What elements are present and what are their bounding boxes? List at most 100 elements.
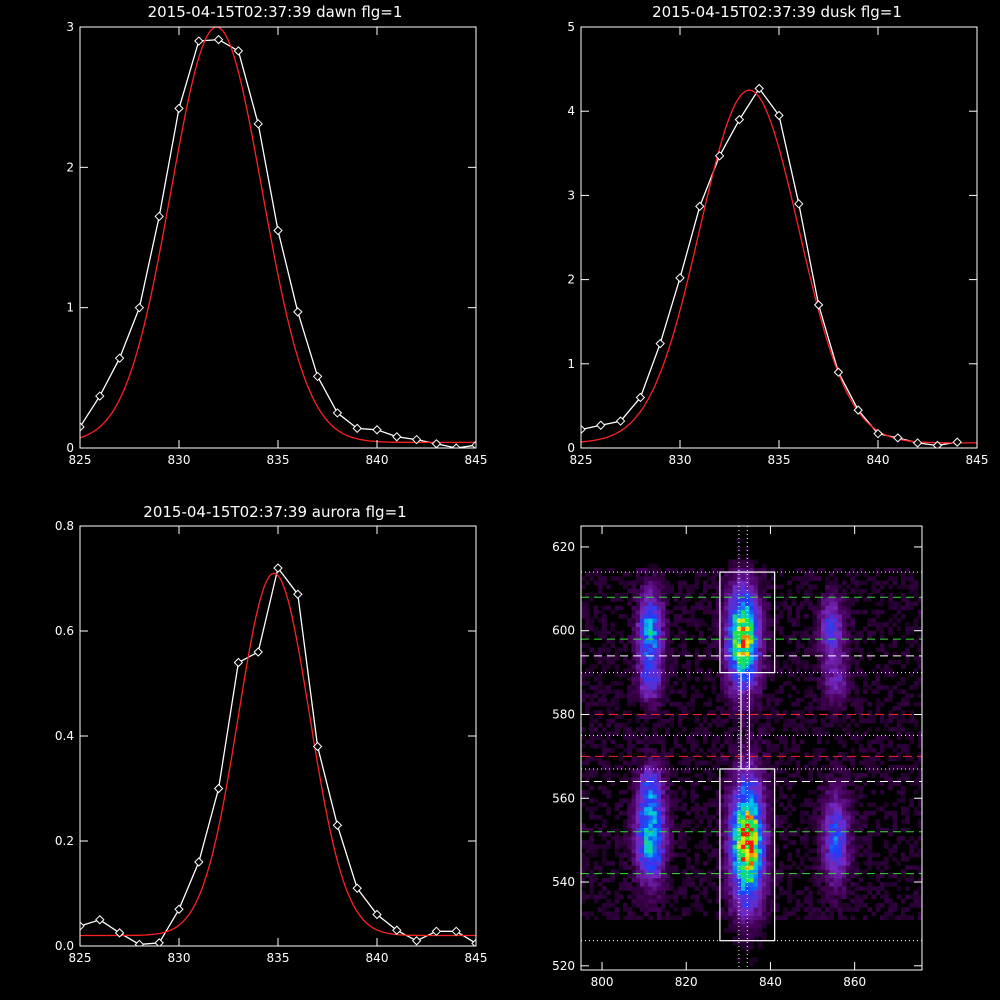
detector-pixel bbox=[753, 898, 759, 904]
detector-pixel bbox=[795, 865, 801, 870]
detector-pixel bbox=[745, 894, 750, 900]
detector-pixel bbox=[892, 781, 898, 787]
detector-pixel bbox=[669, 886, 674, 891]
detector-pixel bbox=[833, 701, 839, 707]
detector-pixel bbox=[846, 768, 851, 774]
detector-pixel bbox=[648, 609, 653, 615]
detector-pixel bbox=[656, 877, 662, 883]
detector-pixel bbox=[585, 572, 590, 577]
detector-pixel bbox=[732, 689, 738, 694]
detector-pixel bbox=[715, 718, 721, 724]
detector-pixel bbox=[635, 903, 641, 908]
detector-pixel bbox=[816, 622, 822, 627]
detector-pixel bbox=[816, 651, 822, 657]
detector-pixel bbox=[644, 764, 649, 770]
detector-pixel bbox=[842, 810, 847, 816]
detector-pixel bbox=[816, 869, 822, 875]
detector-pixel bbox=[871, 681, 877, 686]
detector-pixel bbox=[694, 773, 700, 778]
detector-pixel bbox=[766, 647, 771, 653]
detector-pixel bbox=[639, 626, 645, 632]
detector-pixel bbox=[884, 894, 889, 900]
detector-pixel bbox=[719, 815, 725, 820]
detector-pixel bbox=[783, 634, 788, 640]
detector-pixel bbox=[715, 806, 721, 812]
detector-pixel bbox=[762, 567, 767, 573]
detector-pixel bbox=[719, 806, 725, 812]
detector-pixel bbox=[618, 580, 624, 586]
detector-pixel bbox=[762, 668, 767, 673]
detector-pixel bbox=[762, 856, 767, 862]
detector-pixel bbox=[787, 722, 792, 728]
detector-pixel bbox=[614, 701, 620, 707]
detector-pixel bbox=[846, 873, 851, 879]
detector-pixel bbox=[905, 907, 910, 912]
detector-pixel bbox=[644, 865, 649, 870]
detector-pixel bbox=[757, 764, 763, 770]
detector-pixel bbox=[711, 580, 717, 586]
detector-pixel bbox=[614, 831, 620, 837]
detector-pixel bbox=[610, 609, 616, 615]
detector-pixel bbox=[913, 903, 919, 908]
detector-pixel bbox=[631, 873, 637, 879]
detector-pixel bbox=[631, 861, 637, 866]
detector-pixel bbox=[585, 773, 590, 778]
detector-pixel bbox=[732, 923, 738, 929]
detector-pixel bbox=[597, 743, 603, 749]
detector-pixel bbox=[661, 823, 666, 828]
detector-pixel bbox=[808, 693, 813, 699]
detector-pixel bbox=[669, 773, 674, 778]
detector-pixel bbox=[745, 597, 750, 602]
detector-pixel bbox=[821, 802, 826, 808]
detector-pixel bbox=[837, 593, 843, 598]
detector-pixel bbox=[821, 597, 826, 602]
detector-pixel bbox=[741, 676, 746, 682]
detector-pixel bbox=[791, 622, 797, 627]
detector-pixel bbox=[736, 781, 742, 787]
detector-pixel bbox=[644, 584, 649, 590]
detector-pixel bbox=[635, 756, 641, 761]
detector-pixel bbox=[724, 789, 729, 795]
dusk-data-point bbox=[734, 114, 745, 125]
detector-pixel bbox=[631, 664, 637, 669]
detector-pixel bbox=[593, 894, 599, 900]
detector-pixel bbox=[585, 580, 590, 586]
detector-pixel bbox=[669, 651, 674, 657]
detector-pixel bbox=[682, 689, 687, 694]
detector-pixel bbox=[833, 756, 839, 761]
detector-pixel bbox=[846, 848, 851, 854]
detector-pixel bbox=[656, 794, 662, 799]
detector-pixel bbox=[736, 555, 742, 560]
detector-pixel bbox=[854, 794, 860, 799]
detector-pixel bbox=[736, 739, 742, 745]
detector-pixel bbox=[741, 572, 746, 577]
detector-pixel bbox=[825, 668, 830, 673]
detector-pixel bbox=[778, 609, 784, 615]
detector-pixel bbox=[850, 882, 855, 887]
detector-pixel bbox=[749, 630, 754, 636]
detector-pixel bbox=[724, 911, 729, 916]
detector-pixel bbox=[753, 831, 759, 837]
detector-pixel bbox=[614, 689, 620, 694]
detector-pixel bbox=[589, 890, 594, 895]
detector-pixel bbox=[623, 903, 628, 908]
detector-pixel bbox=[627, 735, 632, 740]
detector-pixel bbox=[778, 836, 784, 841]
detector-pixel bbox=[879, 685, 885, 690]
detector-pixel bbox=[728, 601, 733, 606]
detector-pixel bbox=[749, 685, 754, 690]
detector-pixel bbox=[821, 609, 826, 615]
detector-pixel bbox=[766, 852, 771, 858]
detector-pixel bbox=[719, 618, 725, 623]
detector-pixel bbox=[837, 664, 843, 669]
detector-pixel bbox=[661, 869, 666, 875]
detector-pixel bbox=[728, 781, 733, 787]
detector-pixel bbox=[858, 697, 864, 703]
detector-pixel bbox=[905, 639, 910, 644]
detector-pixel bbox=[867, 685, 872, 690]
detector-pixel bbox=[639, 873, 645, 879]
detector-pixel bbox=[686, 739, 691, 745]
detector-pixel bbox=[736, 815, 742, 820]
detector-pixel bbox=[719, 605, 725, 611]
detector-pixel bbox=[846, 597, 851, 602]
